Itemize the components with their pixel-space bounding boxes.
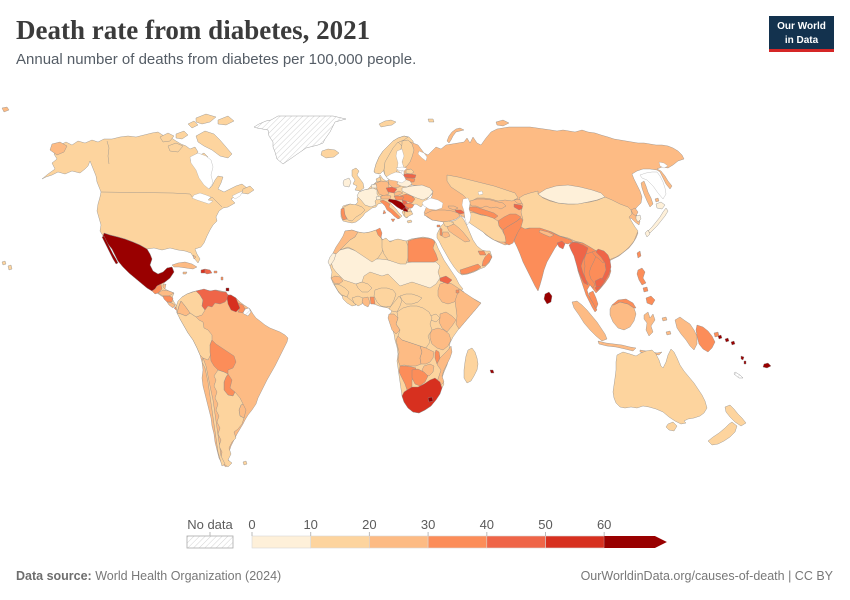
- svg-text:0: 0: [248, 517, 255, 532]
- svg-text:50: 50: [538, 517, 552, 532]
- svg-text:30: 30: [421, 517, 435, 532]
- svg-text:10: 10: [303, 517, 317, 532]
- svg-text:40: 40: [480, 517, 494, 532]
- svg-text:20: 20: [362, 517, 376, 532]
- svg-text:60: 60: [597, 517, 611, 532]
- svg-text:No data: No data: [187, 517, 233, 532]
